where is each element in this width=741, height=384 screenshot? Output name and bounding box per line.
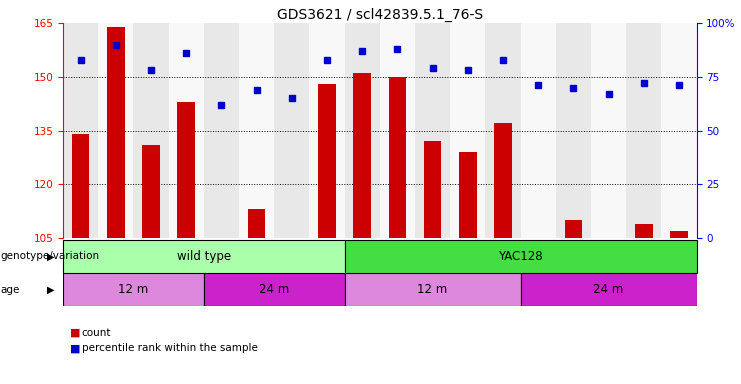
Bar xyxy=(520,23,556,238)
Bar xyxy=(520,273,697,306)
Text: YAC128: YAC128 xyxy=(498,250,543,263)
Text: age: age xyxy=(1,285,20,295)
Text: wild type: wild type xyxy=(176,250,231,263)
Bar xyxy=(485,23,520,238)
Bar xyxy=(309,23,345,238)
Bar xyxy=(63,273,204,306)
Bar xyxy=(204,23,239,238)
Bar xyxy=(345,273,520,306)
Bar xyxy=(635,224,653,238)
Bar xyxy=(142,145,160,238)
Bar xyxy=(415,23,450,238)
Bar xyxy=(63,240,345,273)
Bar xyxy=(424,141,442,238)
Bar xyxy=(239,23,274,238)
Text: 24 m: 24 m xyxy=(259,283,289,296)
Bar xyxy=(247,209,265,238)
Bar xyxy=(345,240,697,273)
Bar xyxy=(345,23,379,238)
Title: GDS3621 / scl42839.5.1_76-S: GDS3621 / scl42839.5.1_76-S xyxy=(276,8,483,22)
Bar xyxy=(107,26,124,238)
Bar xyxy=(379,23,415,238)
Bar xyxy=(133,23,168,238)
Bar xyxy=(274,23,309,238)
Text: ■: ■ xyxy=(70,343,81,353)
Bar xyxy=(63,23,98,238)
Bar xyxy=(353,73,371,238)
Text: ■: ■ xyxy=(70,328,81,338)
Bar xyxy=(318,84,336,238)
Bar xyxy=(98,23,133,238)
Bar xyxy=(204,273,345,306)
Text: genotype/variation: genotype/variation xyxy=(1,251,100,262)
Bar xyxy=(494,123,512,238)
Bar xyxy=(626,23,661,238)
Bar xyxy=(556,23,591,238)
Text: ▶: ▶ xyxy=(47,285,54,295)
Bar xyxy=(565,220,582,238)
Bar xyxy=(459,152,476,238)
Bar xyxy=(72,134,90,238)
Text: ▶: ▶ xyxy=(47,251,54,262)
Text: 12 m: 12 m xyxy=(119,283,148,296)
Bar xyxy=(168,23,204,238)
Bar xyxy=(591,23,626,238)
Bar xyxy=(661,23,697,238)
Bar xyxy=(450,23,485,238)
Bar xyxy=(177,102,195,238)
Bar xyxy=(388,77,406,238)
Text: 24 m: 24 m xyxy=(594,283,624,296)
Text: count: count xyxy=(82,328,111,338)
Bar xyxy=(670,231,688,238)
Text: percentile rank within the sample: percentile rank within the sample xyxy=(82,343,257,353)
Text: 12 m: 12 m xyxy=(417,283,448,296)
